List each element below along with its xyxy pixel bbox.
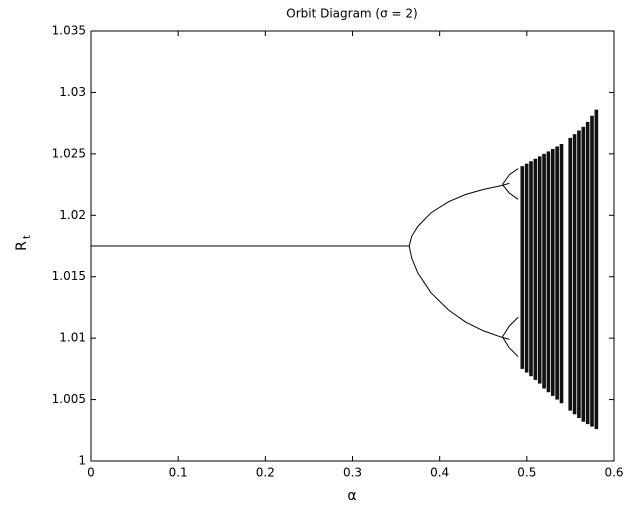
x-tick-label: 0 [87, 466, 95, 480]
chaotic-band [559, 144, 564, 404]
y-axis-label: R [14, 241, 30, 251]
chaotic-band [537, 156, 542, 384]
chaotic-band [594, 109, 599, 430]
orbit-branch [502, 184, 519, 200]
chaotic-band [568, 137, 573, 411]
chaotic-band [546, 151, 551, 393]
chaotic-band [529, 161, 533, 377]
x-tick-label: 0.6 [604, 466, 623, 480]
x-tick-label: 0.2 [256, 466, 275, 480]
chaotic-band [533, 158, 538, 380]
y-axis-label-group: R t [14, 235, 33, 251]
x-tick-label: 0.4 [430, 466, 449, 480]
orbit-branch [502, 316, 519, 338]
orbit-branch [502, 168, 519, 185]
chaotic-band [577, 130, 581, 418]
chaotic-band [550, 148, 555, 396]
y-tick-label: 1.015 [52, 269, 86, 283]
orbit-branch [408, 182, 510, 247]
y-tick-label: 1.01 [59, 331, 86, 345]
x-tick-label: 0.5 [517, 466, 536, 480]
chaotic-band [524, 163, 529, 373]
y-tick-label: 1.005 [52, 392, 86, 406]
x-tick-label: 0.3 [343, 466, 362, 480]
chaotic-band [590, 115, 594, 427]
chaotic-band [542, 153, 546, 389]
chart-title: Orbit Diagram (σ = 2) [286, 7, 417, 21]
y-axis-label-subscript: t [22, 235, 33, 239]
chaotic-band [520, 166, 525, 369]
orbit-branch [408, 245, 510, 340]
chaotic-band [572, 134, 577, 415]
x-axis-label: α [347, 488, 356, 504]
chaotic-band [555, 146, 559, 400]
y-tick-label: 1.02 [59, 208, 86, 222]
chaotic-band [581, 126, 586, 422]
y-tick-label: 1.035 [52, 24, 86, 38]
orbit-branch [502, 336, 519, 357]
chaotic-band [585, 121, 590, 425]
y-tick-label: 1 [78, 454, 86, 468]
y-tick-label: 1.03 [59, 85, 86, 99]
x-tick-label: 0.1 [169, 466, 188, 480]
y-tick-label: 1.025 [52, 146, 86, 160]
